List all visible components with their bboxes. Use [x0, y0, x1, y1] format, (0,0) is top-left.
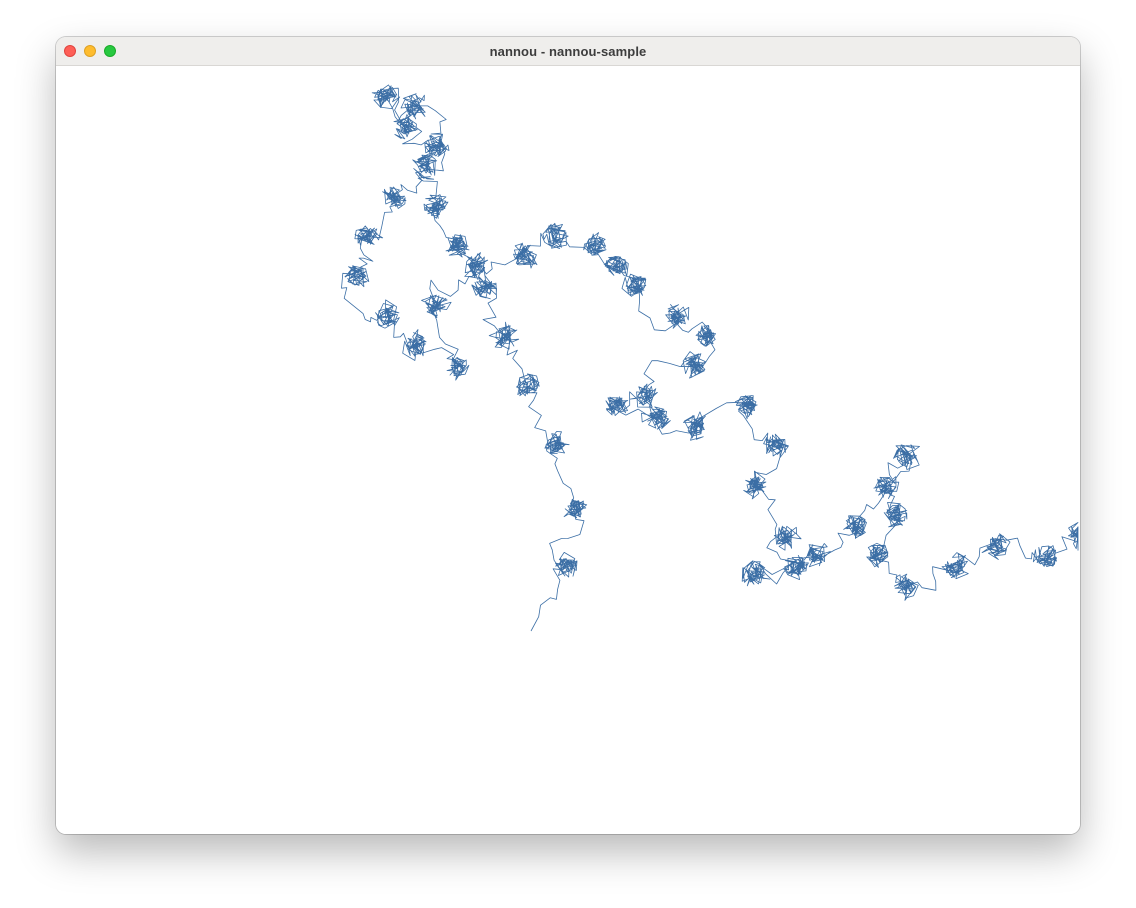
- drawing-canvas[interactable]: [56, 66, 1080, 834]
- app-window: nannou - nannou-sample: [56, 37, 1080, 834]
- minimize-button[interactable]: [84, 45, 96, 57]
- random-walk-drawing: [341, 84, 1079, 632]
- close-button[interactable]: [64, 45, 76, 57]
- random-walk-path: [341, 84, 1079, 632]
- title-bar[interactable]: nannou - nannou-sample: [56, 37, 1080, 66]
- window-title: nannou - nannou-sample: [489, 44, 647, 59]
- zoom-button[interactable]: [104, 45, 116, 57]
